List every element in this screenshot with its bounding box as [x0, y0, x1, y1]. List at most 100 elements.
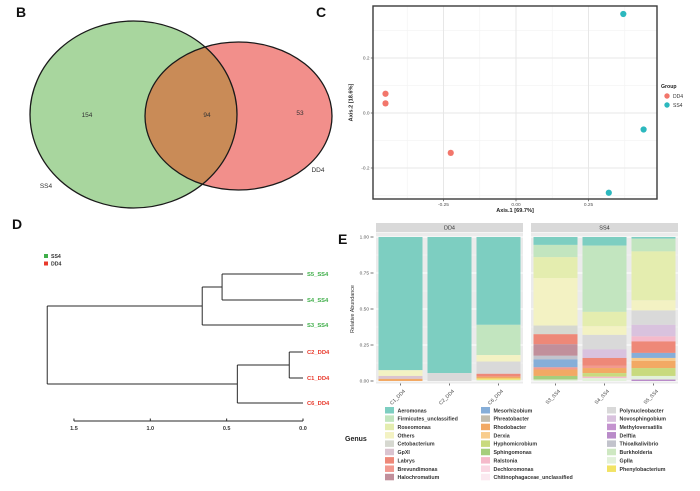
- genus-label-novosphingobium: Novosphingobium: [620, 417, 667, 423]
- bar-segment-s4_ss4-gpiia: [582, 378, 627, 381]
- venn-outline: [29, 20, 238, 209]
- genus-label-cetobacterium: Cetobacterium: [398, 442, 435, 448]
- bar-segment-c6_dd4-firmicutes_unclassified: [476, 324, 521, 356]
- genus-label-delftia: Delftia: [620, 433, 636, 439]
- genus-label-derxia: Derxia: [494, 433, 510, 439]
- dendro-axis-tick-label: 0.0: [299, 426, 307, 432]
- bar-segment-c1_dd4-gpxi: [378, 375, 423, 379]
- bar-segment-s5_ss4-mesorhizobium: [631, 352, 676, 358]
- genus-swatch-polynucleobacter: [607, 407, 616, 414]
- legend-swatch-ss4: [664, 102, 670, 108]
- genus-label-phenylobacterium: Phenylobacterium: [620, 467, 666, 473]
- panel-label-e: E: [338, 231, 348, 247]
- genus-swatch-brevundimonas: [385, 465, 394, 472]
- genus-swatch-phenylobacterium: [607, 465, 616, 472]
- leaf-label-c1_dd4: C1_DD4: [307, 376, 330, 382]
- genus-swatch-thioalkalivibrio: [607, 440, 616, 447]
- leaf-label-c6_dd4: C6_DD4: [307, 401, 330, 407]
- bar-segment-s5_ss4-delftia: [631, 379, 676, 381]
- scatter-plot-area: [373, 6, 657, 199]
- pcoa-scatter-plot: -0.25 0.00 0.25 0.2 0.0 -0.2 Axis.1 [69.7%] Axi…: [349, 5, 683, 214]
- facet-strip-dd4: [376, 223, 523, 232]
- dendro-legend-label-ss4: SS4: [51, 254, 61, 260]
- genus-swatch-aeromonas: [385, 407, 394, 414]
- genus-label-gpiia: GpIIa: [620, 458, 633, 464]
- bar-segment-s5_ss4-gpiia: [631, 375, 676, 380]
- y-tick-label: 0.50: [360, 307, 370, 313]
- dendro-axis-tick-label: 1.5: [70, 426, 78, 432]
- genus-swatch-derxia: [481, 432, 490, 439]
- x-tick-label: 0.25: [584, 202, 594, 208]
- venn-overlap-region: [145, 42, 237, 190]
- venn-label-dd4: DD4: [311, 167, 324, 174]
- x-tick-label-c2_dd4: C2_DD4: [438, 389, 456, 407]
- facet-strip-label-ss4: SS4: [599, 226, 609, 232]
- bar-segment-s5_ss4-derxia: [631, 357, 676, 361]
- x-tick-label-s5_ss4: S5_SS4: [643, 389, 660, 406]
- genus-swatch-delftia: [607, 432, 616, 439]
- x-tick-label-c1_dd4: C1_DD4: [389, 389, 407, 407]
- genus-swatch-rhodobacter: [481, 423, 490, 431]
- bar-segment-c6_dd4-rhodobacter: [476, 376, 521, 379]
- bar-segment-s3_ss4-gpiia: [533, 379, 578, 381]
- venn-label-ss4: SS4: [40, 183, 53, 190]
- bar-segment-s5_ss4-firmicutes_unclassified: [631, 238, 676, 252]
- genus-label-ralstonia: Ralstonia: [494, 458, 518, 464]
- bar-segment-s4_ss4-polynucleobacter: [582, 334, 627, 350]
- abundance-stacked-bars: Relative Abundance 1.00 0.75 0.50 0.25 0.00 DD…: [345, 223, 678, 481]
- x-tick-label-s4_ss4: S4_SS4: [594, 389, 611, 406]
- genus-label-methyloversatilis: Methyloversatilis: [620, 425, 663, 431]
- bar-segment-s5_ss4-labrys: [631, 341, 676, 353]
- genus-label-thioalkalivibrio: Thioalkalivibrio: [620, 442, 660, 448]
- bar-segment-s3_ss4-aeromonas: [533, 237, 578, 245]
- genus-label-polynucleobacter: Polynucleobacter: [620, 408, 664, 414]
- bar-segment-s3_ss4-labrys: [533, 334, 578, 345]
- genus-label-sphingomonas: Sphingomonas: [494, 450, 532, 456]
- genus-label-firmicutes_unclassified: Firmicutes_unclassified: [398, 417, 458, 423]
- bar-segment-s4_ss4-novosphingobium: [582, 349, 627, 358]
- bar-segment-s3_ss4-thioalkalivibrio: [533, 355, 578, 360]
- bar-segment-c6_dd4-gpiia: [476, 379, 521, 381]
- bar-segment-s4_ss4-labrys: [582, 357, 627, 366]
- genus-swatch-ralstonia: [481, 457, 490, 464]
- genus-label-roseomonas: Roseomonas: [398, 425, 431, 431]
- genus-swatch-gpxi: [385, 448, 394, 456]
- bar-segment-c1_dd4-aeromonas: [378, 237, 423, 371]
- genus-swatch-gpiia: [607, 457, 616, 464]
- leaf-label-c2_dd4: C2_DD4: [307, 350, 330, 356]
- dendro-axis-tick-label: 1.0: [146, 426, 154, 432]
- bar-segment-s3_ss4-rhodobacter: [533, 369, 578, 376]
- bar-segment-s3_ss4-firmicutes_unclassified: [533, 244, 578, 258]
- genus-swatch-cetobacterium: [385, 440, 394, 447]
- scatter-point-ss4-2: [605, 189, 612, 196]
- genus-swatch-chitinophagaceae_unclassified: [481, 473, 490, 481]
- panel-label-d: D: [12, 216, 23, 232]
- bar-segment-s3_ss4-mesorhizobium: [533, 359, 578, 368]
- genus-label-labrys: Labrys: [398, 458, 415, 464]
- dendro-legend-swatch-dd4: [44, 261, 48, 266]
- genus-swatch-methyloversatilis: [607, 423, 616, 431]
- bar-segment-s5_ss4-polynucleobacter: [631, 310, 676, 325]
- genus-swatch-hyphomicrobium: [481, 440, 490, 447]
- bar-segment-s4_ss4-others: [582, 326, 627, 335]
- bar-segment-s3_ss4-others: [533, 278, 578, 326]
- bar-segment-c6_dd4-labrys: [476, 373, 521, 377]
- bar-segment-s3_ss4-cetobacterium: [533, 325, 578, 335]
- bar-segment-c6_dd4-others: [476, 355, 521, 362]
- bar-segment-s3_ss4-brevundimonas: [533, 367, 578, 370]
- genus-swatch-others: [385, 432, 394, 439]
- genus-swatch-dechloromonas: [481, 465, 490, 472]
- y-tick-label: 0.75: [360, 271, 370, 277]
- genus-swatch-sphingomonas: [481, 448, 490, 456]
- bar-segment-c2_dd4-polynucleobacter: [427, 373, 472, 381]
- bar-segment-c6_dd4-aeromonas: [476, 237, 521, 325]
- genus-label-hyphomicrobium: Hyphomicrobium: [494, 442, 538, 448]
- x-tick-label-s3_ss4: S3_SS4: [545, 389, 562, 406]
- y-tick-label: 0.00: [360, 379, 370, 385]
- y-tick-label: 1.00: [360, 235, 370, 241]
- facet-strip-ss4: [531, 223, 678, 232]
- legend-swatch-dd4: [664, 93, 670, 99]
- genus-label-chitinophagaceae_unclassified: Chitinophagaceae_unclassified: [494, 475, 573, 481]
- bar-segment-s5_ss4-novosphingobium: [631, 324, 676, 337]
- genus-swatch-mesorhizobium: [481, 407, 490, 414]
